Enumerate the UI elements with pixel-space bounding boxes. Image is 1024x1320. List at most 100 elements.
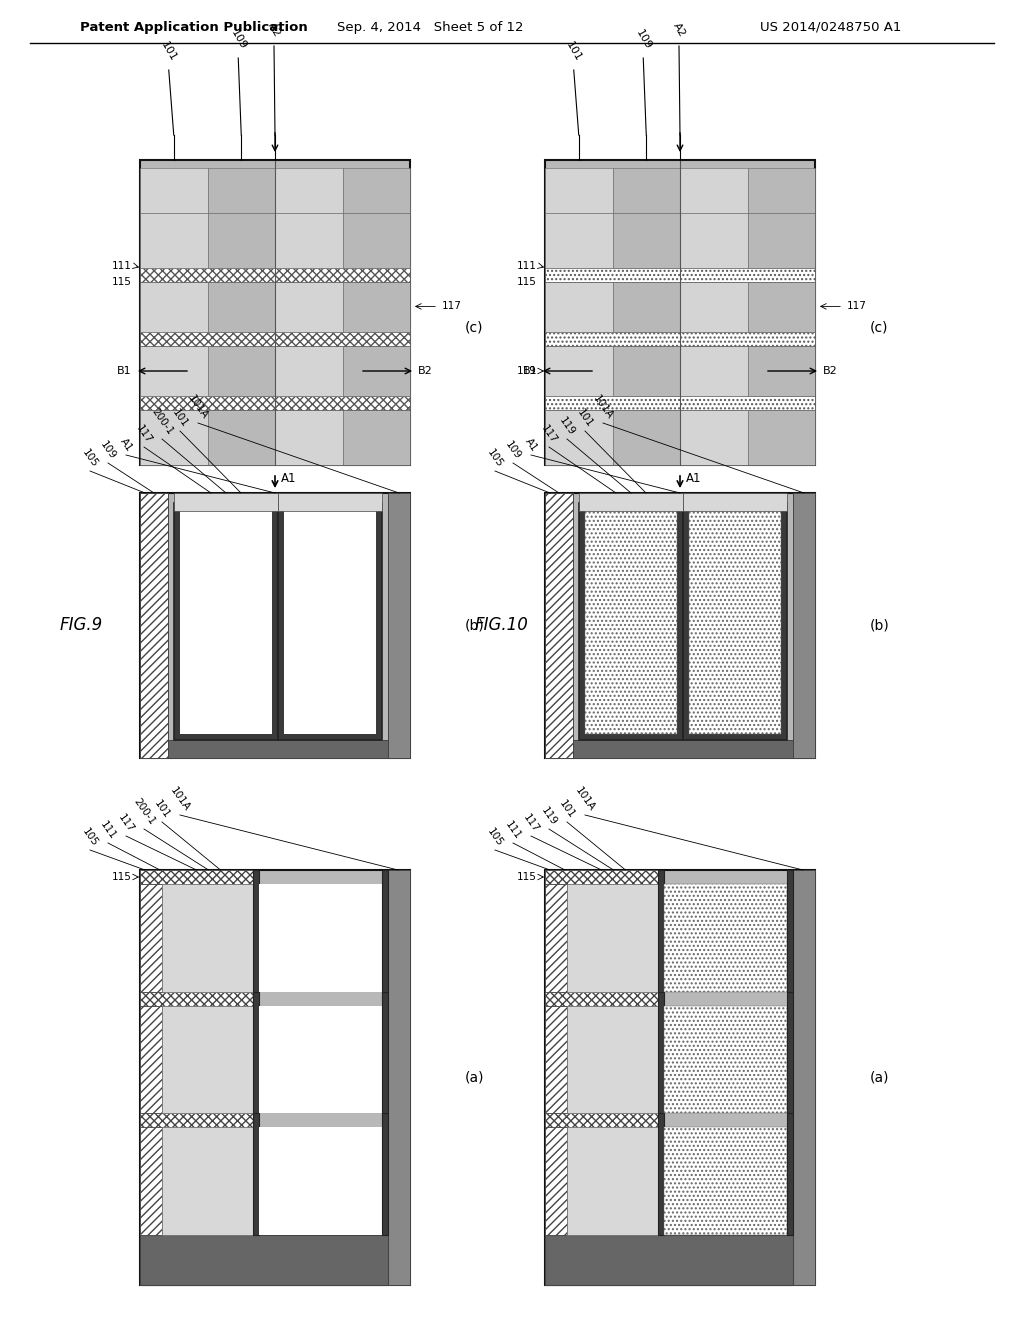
- Bar: [545, 1113, 658, 1127]
- Text: A1: A1: [118, 436, 134, 453]
- Bar: [680, 282, 748, 333]
- Bar: [664, 1127, 787, 1236]
- Bar: [162, 1127, 253, 1236]
- Bar: [342, 213, 410, 268]
- Text: 101A: 101A: [573, 785, 597, 813]
- Bar: [140, 168, 208, 213]
- Text: B1: B1: [118, 366, 132, 376]
- Text: 111: 111: [98, 818, 118, 841]
- Text: 111: 111: [517, 261, 537, 271]
- Text: B1: B1: [522, 366, 537, 376]
- Bar: [253, 991, 259, 1113]
- Text: 109: 109: [503, 440, 523, 461]
- Text: 101A: 101A: [591, 393, 614, 421]
- Bar: [140, 1236, 388, 1284]
- Bar: [278, 492, 382, 511]
- Bar: [748, 213, 815, 268]
- Bar: [787, 870, 793, 991]
- Text: 101: 101: [170, 407, 189, 429]
- Bar: [545, 411, 612, 465]
- Bar: [342, 411, 410, 465]
- Text: 111: 111: [112, 261, 132, 271]
- Bar: [545, 346, 612, 396]
- Bar: [140, 870, 410, 1284]
- Bar: [567, 1006, 658, 1113]
- Bar: [168, 741, 388, 758]
- Bar: [680, 213, 748, 268]
- Bar: [545, 1006, 567, 1113]
- Text: B2: B2: [823, 366, 838, 376]
- Text: A1: A1: [686, 473, 701, 486]
- Bar: [683, 492, 787, 511]
- Bar: [140, 160, 410, 465]
- Bar: [208, 168, 275, 213]
- Text: 117: 117: [116, 812, 136, 834]
- Text: US 2014/0248750 A1: US 2014/0248750 A1: [760, 21, 901, 33]
- Bar: [140, 346, 208, 396]
- Text: 101: 101: [159, 40, 178, 63]
- Bar: [612, 168, 680, 213]
- Bar: [140, 333, 410, 346]
- Bar: [382, 991, 388, 1113]
- Text: A2: A2: [266, 21, 282, 40]
- Bar: [545, 333, 815, 346]
- Bar: [275, 346, 342, 396]
- Bar: [545, 168, 612, 213]
- Bar: [545, 884, 567, 991]
- Bar: [174, 503, 278, 741]
- Bar: [689, 503, 781, 734]
- Text: 109: 109: [228, 28, 248, 51]
- Bar: [545, 1236, 793, 1284]
- Text: 115: 115: [517, 277, 537, 286]
- Text: 105: 105: [80, 447, 99, 469]
- Text: 117: 117: [540, 422, 559, 445]
- Bar: [275, 282, 342, 333]
- Bar: [585, 503, 677, 734]
- Text: FIG.9: FIG.9: [60, 616, 103, 635]
- Bar: [140, 492, 410, 758]
- Bar: [612, 411, 680, 465]
- Bar: [140, 870, 253, 884]
- Bar: [382, 870, 388, 991]
- Text: 115: 115: [112, 873, 132, 882]
- Bar: [140, 991, 253, 1006]
- Text: FIG.10: FIG.10: [475, 616, 528, 635]
- Text: Patent Application Publication: Patent Application Publication: [80, 21, 308, 33]
- Bar: [612, 282, 680, 333]
- Bar: [259, 1006, 382, 1113]
- Text: A2: A2: [671, 21, 687, 40]
- Bar: [545, 268, 815, 282]
- Bar: [278, 503, 382, 741]
- Bar: [567, 884, 658, 991]
- Text: A1: A1: [523, 436, 539, 453]
- Bar: [275, 168, 342, 213]
- Bar: [388, 870, 410, 1284]
- Bar: [658, 991, 664, 1113]
- Text: 109: 109: [98, 440, 118, 461]
- Text: 101A: 101A: [168, 785, 191, 813]
- Bar: [748, 411, 815, 465]
- Bar: [162, 884, 253, 991]
- Bar: [612, 346, 680, 396]
- Bar: [140, 1113, 253, 1127]
- Bar: [545, 870, 815, 1284]
- Bar: [658, 1113, 664, 1236]
- Bar: [275, 411, 342, 465]
- Bar: [680, 346, 748, 396]
- Text: 117: 117: [521, 812, 541, 834]
- Text: 200-1: 200-1: [150, 407, 175, 437]
- Bar: [140, 268, 410, 282]
- Text: 117: 117: [847, 301, 867, 312]
- Bar: [382, 1113, 388, 1236]
- Bar: [793, 870, 815, 1284]
- Bar: [680, 168, 748, 213]
- Text: 200-1: 200-1: [131, 797, 157, 828]
- Text: 117: 117: [442, 301, 462, 312]
- Text: 105: 105: [80, 826, 99, 847]
- Bar: [567, 1127, 658, 1236]
- Bar: [208, 346, 275, 396]
- Bar: [579, 492, 683, 511]
- Bar: [545, 492, 815, 758]
- Bar: [612, 213, 680, 268]
- Bar: [664, 1006, 787, 1113]
